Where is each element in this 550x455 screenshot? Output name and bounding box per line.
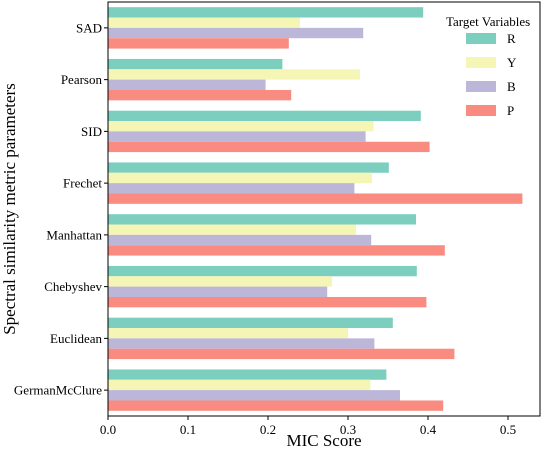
x-tick-label: 0.2: [260, 422, 276, 437]
bar-sid-y: [108, 121, 374, 132]
x-tick-label: 0.1: [180, 422, 196, 437]
x-tick-label: 0.4: [420, 422, 437, 437]
y-tick-label: Frechet: [63, 176, 102, 191]
bar-chebyshev-p: [108, 296, 427, 308]
y-tick-label: Euclidean: [50, 331, 102, 346]
bar-pearson-b: [108, 79, 266, 90]
legend-label-r: R: [507, 31, 516, 46]
bar-frechet-p: [108, 193, 523, 204]
bar-frechet-y: [108, 172, 372, 184]
y-tick-label: SAD: [76, 20, 102, 35]
bar-euclidean-p: [108, 348, 455, 360]
legend-swatch-y: [466, 57, 496, 68]
bar-manhattan-b: [108, 234, 372, 246]
bar-sad-r: [108, 7, 424, 18]
bar-chebyshev-r: [108, 265, 417, 277]
bar-manhattan-y: [108, 224, 356, 235]
x-tick-label: 0.5: [500, 422, 516, 437]
bar-manhattan-p: [108, 245, 445, 256]
legend-swatch-b: [466, 81, 496, 92]
bar-frechet-b: [108, 183, 355, 194]
bar-sad-y: [108, 17, 300, 28]
bar-frechet-r: [108, 162, 389, 173]
legend-swatch-p: [466, 105, 496, 116]
bar-germanmcclure-p: [108, 400, 444, 411]
y-axis-label: Spectral similarity metric parameters: [0, 83, 19, 335]
y-tick-label: GermanMcClure: [14, 383, 102, 398]
y-tick-label: Manhattan: [46, 227, 102, 242]
legend-title: Target Variables: [446, 14, 530, 29]
y-tick-label: Chebyshev: [44, 279, 102, 294]
bar-germanmcclure-y: [108, 379, 371, 391]
bar-sad-b: [108, 27, 364, 39]
bar-pearson-p: [108, 89, 292, 101]
bar-chebyshev-y: [108, 276, 332, 287]
legend-label-b: B: [507, 79, 516, 94]
bar-pearson-r: [108, 58, 283, 70]
bar-sid-r: [108, 110, 421, 122]
legend-label-y: Y: [507, 55, 517, 70]
x-axis-ticks: 0.0 0.1 0.2 0.3 0.4 0.5: [100, 416, 516, 437]
legend-swatch-r: [466, 33, 496, 44]
bar-pearson-y: [108, 69, 360, 80]
plot-frame: [107, 1, 541, 417]
bar-sad-p: [108, 38, 289, 49]
bar-sid-b: [108, 131, 366, 142]
bar-euclidean-r: [108, 317, 393, 329]
bar-germanmcclure-r: [108, 369, 387, 380]
bar-euclidean-b: [108, 338, 375, 349]
bars-layer: [108, 7, 523, 411]
bar-manhattan-r: [108, 214, 416, 225]
x-axis-label: MIC Score: [286, 431, 361, 450]
bar-sid-p: [108, 141, 430, 153]
legend-label-p: P: [507, 103, 514, 118]
bar-chebyshev-b: [108, 286, 328, 297]
y-tick-label: SID: [81, 124, 102, 139]
bar-euclidean-y: [108, 328, 348, 339]
x-tick-label: 0.3: [340, 422, 356, 437]
y-axis-ticks: SAD Pearson SID Frechet Manhattan Chebyshev Eu…: [14, 20, 108, 398]
x-tick-label: 0.0: [100, 422, 116, 437]
y-tick-label: Pearson: [61, 72, 103, 87]
bar-germanmcclure-b: [108, 390, 400, 401]
